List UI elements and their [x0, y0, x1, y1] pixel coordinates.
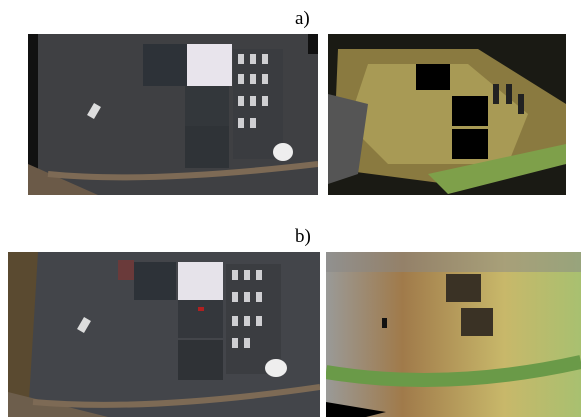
figure: a) b) [0, 0, 581, 417]
panel-label: a) [295, 8, 310, 30]
aerial-photo [28, 34, 318, 195]
aerial-photo [8, 252, 320, 417]
panel-label: b) [295, 226, 311, 248]
height-map [328, 34, 566, 195]
height-map [326, 252, 581, 417]
